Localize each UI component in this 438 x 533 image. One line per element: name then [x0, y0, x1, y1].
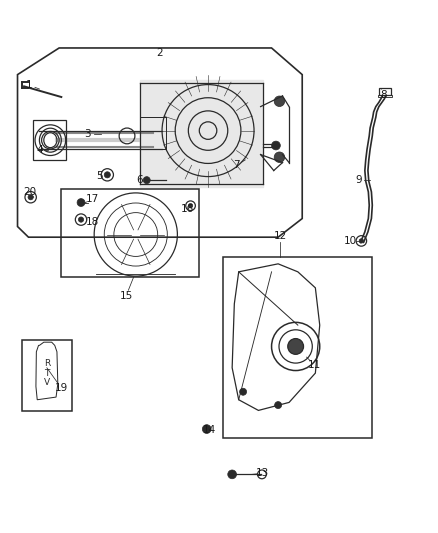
- Text: 9: 9: [355, 175, 362, 184]
- Text: T: T: [44, 369, 49, 377]
- Text: 6: 6: [136, 175, 143, 184]
- Text: 5: 5: [96, 171, 103, 181]
- Text: 18: 18: [85, 217, 99, 227]
- Bar: [223, 257, 372, 438]
- Text: 1: 1: [26, 80, 33, 90]
- Text: 19: 19: [55, 383, 68, 393]
- Text: 12: 12: [274, 231, 287, 240]
- Circle shape: [288, 338, 304, 354]
- Polygon shape: [140, 80, 263, 187]
- Text: 20: 20: [23, 187, 36, 197]
- Text: 8: 8: [380, 90, 387, 100]
- Circle shape: [274, 96, 285, 107]
- Circle shape: [275, 401, 282, 409]
- Text: 16: 16: [181, 204, 194, 214]
- Text: V: V: [44, 378, 50, 387]
- Bar: [22, 340, 72, 411]
- Circle shape: [240, 388, 247, 395]
- Circle shape: [272, 141, 280, 150]
- Circle shape: [359, 239, 364, 243]
- Circle shape: [143, 176, 150, 184]
- Circle shape: [188, 204, 193, 208]
- Circle shape: [104, 172, 110, 178]
- Bar: [379, 88, 391, 95]
- Circle shape: [78, 217, 84, 222]
- Text: 4: 4: [36, 146, 43, 155]
- Text: 10: 10: [344, 236, 357, 246]
- Text: 15: 15: [120, 291, 133, 301]
- Text: 13: 13: [256, 469, 269, 478]
- Text: 2: 2: [156, 49, 163, 58]
- Circle shape: [28, 195, 33, 200]
- Circle shape: [202, 425, 211, 433]
- Text: 11: 11: [308, 360, 321, 370]
- Circle shape: [77, 199, 85, 206]
- Bar: [378, 95, 392, 97]
- Bar: [61, 189, 199, 277]
- Text: 3: 3: [84, 130, 91, 139]
- Circle shape: [228, 470, 237, 479]
- Text: 17: 17: [85, 195, 99, 204]
- Text: R: R: [44, 359, 50, 368]
- Bar: [33, 120, 66, 160]
- Circle shape: [274, 152, 285, 163]
- Text: 14: 14: [203, 425, 216, 434]
- Text: 7: 7: [233, 160, 240, 170]
